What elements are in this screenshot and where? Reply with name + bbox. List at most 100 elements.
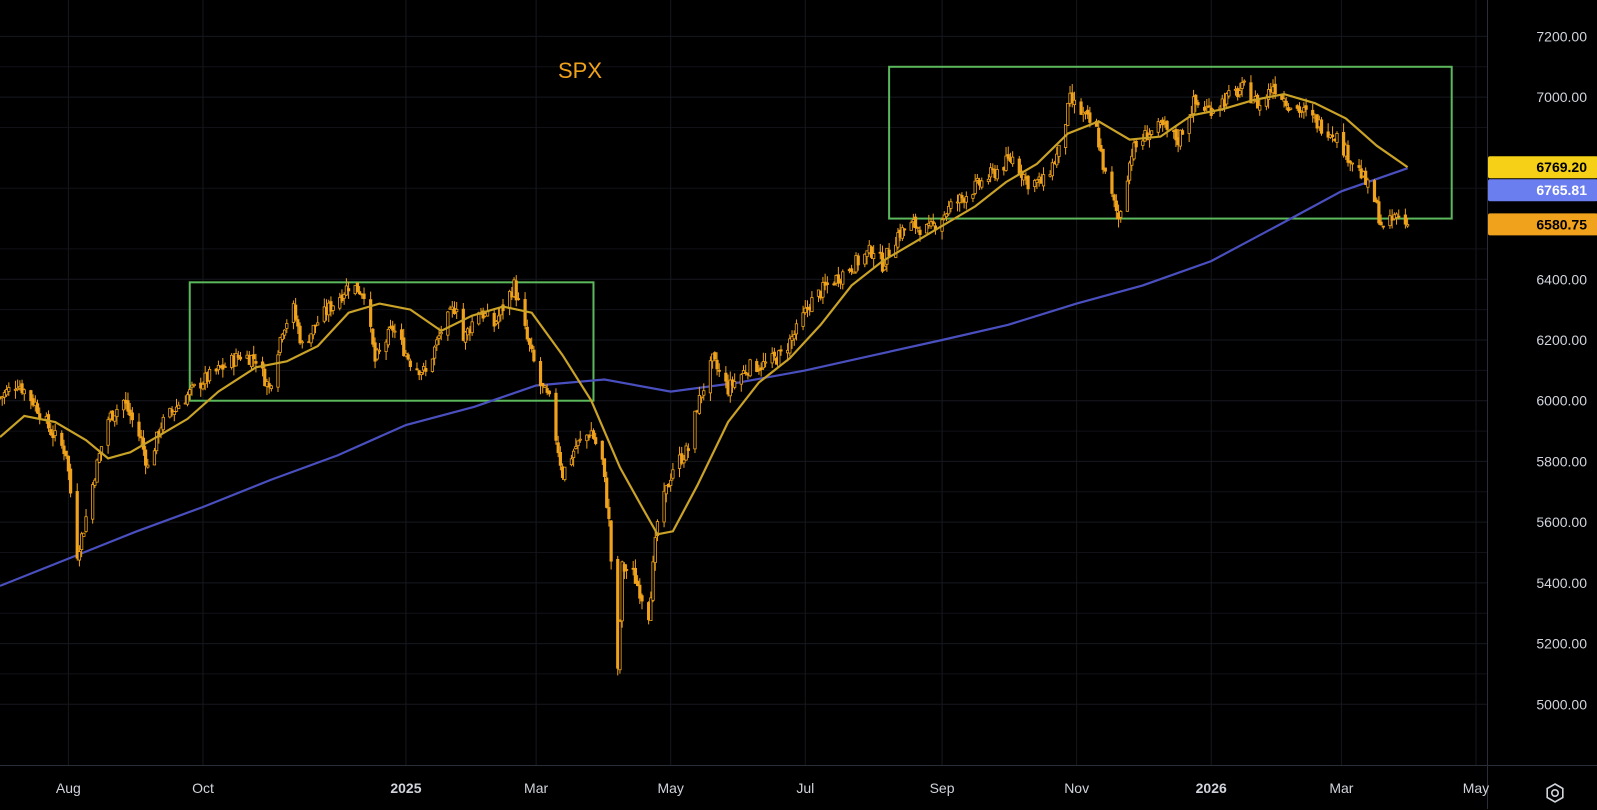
candle-body bbox=[1405, 224, 1410, 227]
candle-body bbox=[492, 312, 496, 327]
candle-body bbox=[1132, 142, 1136, 160]
candle-body bbox=[699, 396, 704, 399]
candle-body bbox=[1033, 180, 1037, 187]
candle-body bbox=[342, 294, 346, 299]
candle-body bbox=[622, 564, 626, 572]
candle-body bbox=[856, 255, 860, 266]
candle-body bbox=[35, 403, 40, 414]
candle-body bbox=[439, 332, 443, 335]
candle-body bbox=[574, 446, 578, 449]
candle-body bbox=[541, 382, 545, 387]
candle-body bbox=[177, 404, 181, 409]
candle-body bbox=[1379, 221, 1383, 226]
candle-body bbox=[1114, 200, 1118, 211]
candle-body bbox=[616, 558, 620, 669]
candle-body bbox=[60, 432, 64, 446]
candle-body bbox=[29, 390, 33, 402]
candle-body bbox=[188, 389, 192, 396]
candle-body bbox=[624, 569, 629, 571]
candle-body bbox=[137, 421, 141, 437]
x-tick-label: Nov bbox=[1064, 780, 1089, 796]
candle-body bbox=[636, 580, 640, 587]
candle-body bbox=[1203, 106, 1207, 111]
candle-body bbox=[715, 359, 719, 370]
price-label-box bbox=[1488, 179, 1597, 202]
candle-body bbox=[278, 337, 282, 353]
y-tick-label: 5800.00 bbox=[1536, 453, 1587, 469]
candle-body bbox=[80, 533, 84, 551]
candle-body bbox=[346, 288, 351, 292]
candle-body bbox=[852, 271, 856, 274]
candle-body bbox=[331, 305, 335, 311]
candle-body bbox=[1041, 174, 1046, 187]
candle-body bbox=[713, 352, 717, 360]
candle-body bbox=[869, 246, 874, 258]
candle-body bbox=[338, 297, 342, 309]
candle-body bbox=[609, 520, 613, 562]
candle-body bbox=[772, 351, 776, 357]
candle-body bbox=[419, 372, 423, 376]
candle-body bbox=[1101, 148, 1105, 170]
candle-body bbox=[724, 372, 728, 382]
candle-body bbox=[1194, 94, 1198, 105]
candle-body bbox=[82, 532, 86, 537]
candle-body bbox=[470, 321, 474, 334]
candle-body bbox=[68, 468, 73, 494]
candle-body bbox=[190, 384, 194, 388]
candle-body bbox=[1366, 179, 1370, 188]
candle-body bbox=[1227, 90, 1231, 97]
settings-gear-icon[interactable] bbox=[1543, 781, 1567, 805]
candle-body bbox=[821, 282, 825, 298]
candle-body bbox=[653, 537, 657, 563]
candle-body bbox=[49, 429, 53, 436]
range-box[interactable] bbox=[888, 65, 1453, 220]
candle-body bbox=[106, 419, 110, 446]
candle-body bbox=[836, 274, 840, 284]
candle-body bbox=[516, 298, 521, 301]
candle-body bbox=[832, 283, 836, 286]
candle-body bbox=[591, 430, 596, 439]
candle-body bbox=[1178, 129, 1182, 147]
candle-body bbox=[863, 253, 867, 265]
candle-body bbox=[238, 356, 243, 360]
candle-body bbox=[1282, 98, 1286, 102]
candle-body bbox=[1249, 82, 1253, 104]
candle-body bbox=[980, 180, 984, 188]
candle-body bbox=[525, 326, 529, 340]
candle-body bbox=[7, 387, 11, 392]
candle-body bbox=[971, 194, 975, 199]
candle-body bbox=[538, 361, 543, 387]
candle-body bbox=[578, 438, 582, 441]
candle-body bbox=[649, 597, 653, 621]
candle-body bbox=[1127, 162, 1132, 181]
candle-body bbox=[1255, 94, 1260, 109]
candles[interactable] bbox=[0, 75, 1410, 676]
range-box[interactable] bbox=[188, 281, 595, 402]
candle-body bbox=[708, 360, 713, 394]
candle-body bbox=[1103, 167, 1107, 172]
candle-body bbox=[1196, 102, 1200, 106]
y-tick-label: 5400.00 bbox=[1536, 575, 1587, 591]
candle-body bbox=[254, 361, 258, 364]
candle-body bbox=[662, 490, 666, 523]
candle-body bbox=[84, 516, 88, 532]
candle-body bbox=[384, 341, 388, 353]
candle-body bbox=[763, 361, 768, 364]
candle-body bbox=[402, 337, 406, 357]
candle-body bbox=[1225, 93, 1229, 105]
candle-body bbox=[543, 385, 547, 388]
candle-body bbox=[1099, 145, 1103, 152]
candle-body bbox=[369, 299, 373, 327]
x-tick-label: 2025 bbox=[390, 780, 421, 796]
candle-body bbox=[1297, 106, 1302, 113]
candle-body bbox=[20, 383, 24, 394]
candle-body bbox=[810, 297, 814, 313]
candle-body bbox=[682, 459, 686, 464]
candle-body bbox=[263, 368, 267, 387]
range-boxes[interactable] bbox=[188, 65, 1453, 402]
candle-body bbox=[748, 359, 752, 377]
candle-body bbox=[1397, 215, 1401, 218]
candle-body bbox=[792, 334, 796, 340]
candle-body bbox=[744, 371, 748, 374]
